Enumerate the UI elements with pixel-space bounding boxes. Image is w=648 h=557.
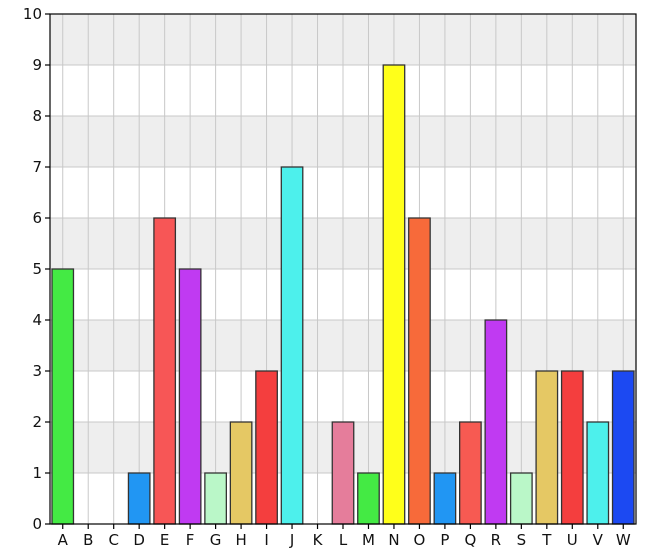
x-tick-label-D: D	[133, 531, 145, 549]
bar-E	[153, 217, 177, 525]
bars	[51, 64, 635, 525]
x-tick-label-C: C	[108, 531, 118, 549]
x-tick-label-O: O	[414, 531, 426, 549]
x-tick-label-N: N	[388, 531, 399, 549]
y-tick-label: 2	[32, 413, 42, 431]
bar-W	[611, 370, 635, 525]
x-tick-label-A: A	[58, 531, 69, 549]
x-tick-label-Q: Q	[464, 531, 476, 549]
bar-G	[204, 472, 227, 525]
y-tick-label: 8	[32, 107, 42, 125]
y-tick-label: 7	[32, 158, 42, 176]
bar-S	[509, 472, 533, 525]
bar-N	[382, 64, 406, 525]
bar-P	[433, 472, 457, 525]
bar-I	[255, 370, 278, 525]
y-tick-label: 5	[32, 260, 42, 278]
y-tick-label: 4	[32, 311, 42, 329]
bar-D	[127, 472, 151, 525]
y-axis: 0 1 2 3 4 5 6 7 8 9 10	[23, 5, 50, 533]
x-tick-label-M: M	[362, 531, 375, 549]
bar-U	[560, 370, 584, 525]
bar-L	[331, 421, 355, 525]
x-tick-label-P: P	[440, 531, 449, 549]
bar-H	[229, 421, 253, 525]
x-tick-label-R: R	[491, 531, 501, 549]
x-tick-label-U: U	[567, 531, 578, 549]
x-tick-label-V: V	[593, 531, 604, 549]
x-tick-label-F: F	[186, 531, 195, 549]
x-tick-label-S: S	[517, 531, 527, 549]
y-tick-label: 10	[23, 5, 42, 23]
bar-M	[357, 472, 380, 525]
bar-R	[484, 319, 508, 525]
bar-A	[51, 268, 75, 525]
y-tick-label: 1	[32, 464, 42, 482]
bar-Q	[459, 421, 482, 525]
x-tick-label-L: L	[339, 531, 348, 549]
bar-O	[408, 217, 431, 525]
x-tick-label-J: J	[289, 531, 294, 549]
x-tick-label-B: B	[83, 531, 93, 549]
x-tick-label-K: K	[313, 531, 324, 549]
x-tick-label-E: E	[160, 531, 169, 549]
y-tick-label: 0	[32, 515, 42, 533]
x-tick-label-T: T	[541, 531, 552, 549]
bar-J	[280, 166, 304, 525]
y-tick-label: 6	[32, 209, 42, 227]
y-tick-label: 3	[32, 362, 42, 380]
bar-F	[178, 268, 202, 525]
x-tick-label-I: I	[264, 531, 268, 549]
bar-V	[586, 421, 610, 525]
x-tick-label-H: H	[235, 531, 246, 549]
x-tick-label-W: W	[616, 531, 631, 549]
x-tick-label-G: G	[210, 531, 222, 549]
bar-T	[535, 370, 559, 525]
y-tick-label: 9	[32, 56, 42, 74]
